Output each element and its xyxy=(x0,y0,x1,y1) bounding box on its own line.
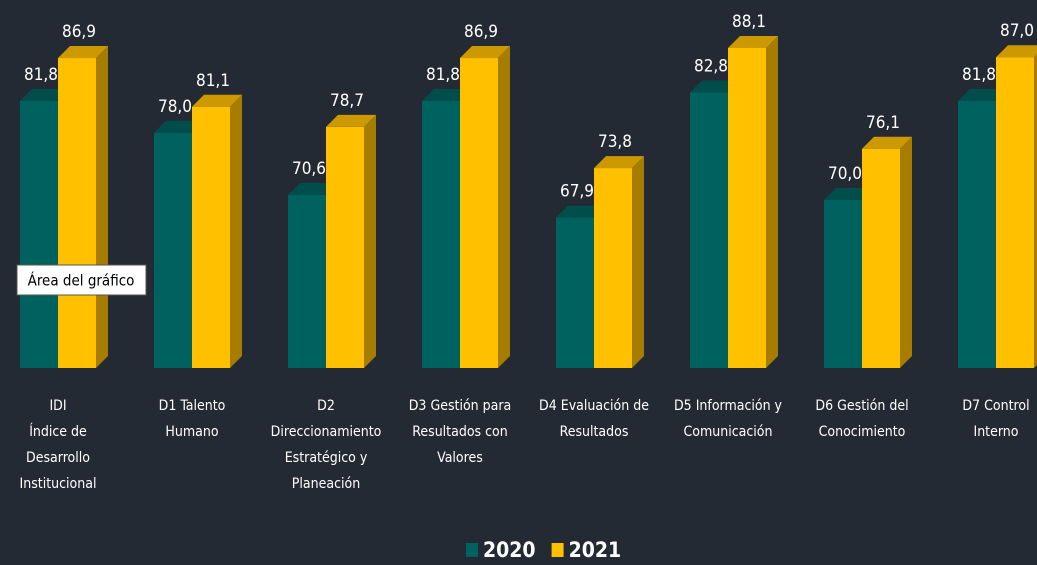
bar xyxy=(192,106,230,368)
bar-top xyxy=(288,182,338,195)
x-tick-label: D5 Información y xyxy=(674,398,783,414)
x-tick-label: Desarrollo xyxy=(26,450,90,466)
tooltip-box xyxy=(16,264,147,296)
tooltip-text: Área del gráfico xyxy=(28,271,135,290)
x-tick-label: D2 xyxy=(317,398,335,414)
bar-side xyxy=(900,136,912,368)
x-tick-label: D7 Control xyxy=(962,398,1029,414)
bar xyxy=(690,92,728,368)
bar xyxy=(958,100,996,368)
data-label: 81,8 xyxy=(962,65,996,85)
bar xyxy=(594,168,632,368)
bar xyxy=(556,217,594,368)
legend-swatch xyxy=(551,543,564,557)
legend-label: 2020 xyxy=(483,538,536,562)
bar xyxy=(154,132,192,368)
bar xyxy=(326,126,364,368)
data-label: 82,8 xyxy=(694,56,728,76)
x-tick-label: Conocimiento xyxy=(819,424,906,440)
bar xyxy=(862,148,900,368)
x-tick-label: Humano xyxy=(165,424,218,440)
bar-side xyxy=(632,156,644,368)
x-tick-label: D3 Gestión para xyxy=(409,398,512,414)
bar xyxy=(58,58,96,368)
bar-top xyxy=(728,35,778,48)
bar-top xyxy=(594,156,644,169)
bar-side xyxy=(364,114,376,368)
bar-top xyxy=(824,188,874,200)
data-label: 78,7 xyxy=(330,91,364,111)
data-label: 70,0 xyxy=(828,164,862,184)
bar-side xyxy=(1034,54,1037,368)
bar-top xyxy=(996,45,1037,58)
x-tick-label: Índice de xyxy=(29,423,87,440)
bar-top xyxy=(58,46,108,59)
bar-top xyxy=(154,120,204,133)
bar-side xyxy=(96,46,108,368)
bar xyxy=(996,57,1034,368)
bar-top xyxy=(192,94,242,107)
bar-top xyxy=(556,205,606,218)
x-tick-label: Institucional xyxy=(20,476,97,492)
data-label: 81,1 xyxy=(196,71,230,91)
data-label: 88,1 xyxy=(732,12,766,32)
bar-top xyxy=(862,136,912,149)
bar xyxy=(288,194,326,368)
x-tick-label: Planeación xyxy=(292,476,360,492)
x-tick-label: Estratégico y xyxy=(285,450,368,466)
x-tick-label: IDI xyxy=(49,398,66,414)
data-label: 81,8 xyxy=(426,65,460,85)
x-tick-label: Direccionamiento xyxy=(271,424,382,440)
x-tick-label: D6 Gestión del xyxy=(815,398,908,414)
data-label: 78,0 xyxy=(158,97,192,117)
bar-side xyxy=(230,94,242,368)
data-label: 86,9 xyxy=(62,22,96,42)
bar xyxy=(728,47,766,369)
bar-top xyxy=(690,80,740,93)
bar-top xyxy=(326,114,376,127)
x-tick-label: Valores xyxy=(437,450,483,466)
legend-label: 2021 xyxy=(569,538,622,562)
x-tick-label: Comunicación xyxy=(684,424,773,440)
data-label: 87,0 xyxy=(1000,21,1034,41)
bar xyxy=(422,100,460,368)
data-label: 81,8 xyxy=(24,65,58,85)
x-tick-label: Resultados con xyxy=(412,424,507,440)
bar-top xyxy=(460,46,510,59)
bar-side xyxy=(498,46,510,368)
data-label: 86,9 xyxy=(464,22,498,42)
bar-side xyxy=(766,35,778,369)
bar-top xyxy=(958,88,1008,101)
legend-swatch xyxy=(466,543,478,557)
x-tick-label: D4 Evaluación de xyxy=(539,398,649,414)
x-tick-label: Interno xyxy=(973,424,1018,440)
x-tick-label: D1 Talento xyxy=(159,398,226,414)
x-tick-label: Resultados xyxy=(560,424,629,440)
data-label: 73,8 xyxy=(598,132,632,152)
data-label: 70,6 xyxy=(292,159,326,179)
bar xyxy=(824,200,862,368)
bar-top xyxy=(20,88,70,101)
bar xyxy=(20,100,58,368)
bar xyxy=(460,58,498,368)
data-label: 67,9 xyxy=(560,182,594,202)
bar-top xyxy=(422,88,472,101)
data-label: 76,1 xyxy=(866,113,900,133)
